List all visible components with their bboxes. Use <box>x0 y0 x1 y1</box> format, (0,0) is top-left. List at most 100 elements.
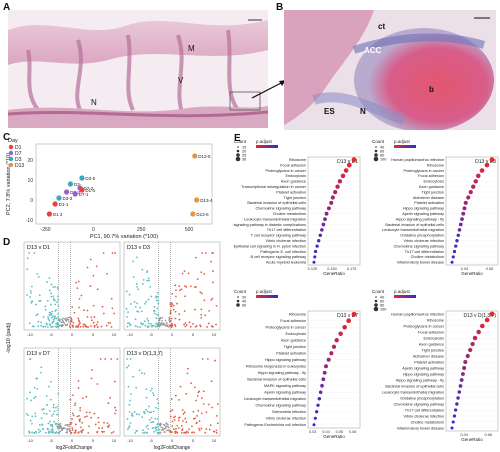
volcano-point <box>93 326 96 328</box>
volcano-point <box>141 416 144 419</box>
volcano-x-tick: 10 <box>112 438 117 443</box>
volcano-point <box>143 320 146 323</box>
volcano-point <box>48 289 51 292</box>
volcano-point <box>111 307 114 310</box>
enrichment-plots: D13 v D1Count15202530p.adjustRibosomeFoc… <box>232 139 499 442</box>
volcano-point <box>84 325 87 328</box>
volcano-point <box>157 295 159 298</box>
volcano-point <box>79 409 82 412</box>
volcano-point <box>50 295 53 298</box>
enrichment-size-label: 20 <box>242 296 246 300</box>
volcano-point <box>30 285 33 288</box>
pca-x-tick: 250 <box>137 227 146 233</box>
volcano-point <box>106 272 108 275</box>
volcano-point <box>169 312 172 315</box>
volcano-point <box>128 425 131 427</box>
volcano-point <box>136 430 138 432</box>
volcano-point <box>44 325 47 328</box>
volcano-point <box>200 412 203 415</box>
volcano-point <box>145 300 148 303</box>
enrichment-legend-count-title: Count <box>234 289 247 294</box>
pca-point <box>194 197 200 203</box>
volcano-point <box>152 427 155 429</box>
volcano-point <box>130 303 132 305</box>
enrichment-dot <box>343 168 349 173</box>
volcano-point <box>30 422 33 425</box>
volcano-point <box>116 358 119 360</box>
volcano-point <box>102 312 105 315</box>
enrichment-x-label: GeneRatio <box>323 434 345 439</box>
volcano-point <box>73 311 76 314</box>
enrichment-dot <box>457 390 462 394</box>
volcano-point-ns <box>65 431 67 434</box>
enrichment-dot <box>333 189 338 195</box>
volcano-point-ns <box>165 321 168 324</box>
volcano-point <box>97 421 100 424</box>
volcano-point <box>36 377 39 380</box>
volcano-point <box>89 285 92 287</box>
volcano-point <box>85 395 88 398</box>
volcano-point <box>174 430 177 433</box>
volcano-point <box>34 415 37 418</box>
volcano-x-tick: -5 <box>149 438 153 443</box>
volcano-point <box>125 308 128 310</box>
enrichment-term-label: Oxidative phosphorylation <box>400 396 444 400</box>
volcano-point <box>51 322 54 324</box>
volcano-title: D13 v D1 <box>27 245 50 251</box>
volcano-point <box>77 380 80 382</box>
volcano-point <box>104 358 107 360</box>
enrichment-dot <box>351 157 357 163</box>
volcano-point <box>215 304 218 307</box>
enrichment-size-dot <box>375 296 377 298</box>
volcano-point <box>185 324 188 326</box>
enrichment-plot-area <box>445 156 499 266</box>
volcano-point <box>35 430 37 433</box>
volcano-point <box>184 295 186 298</box>
enrichment-dot <box>317 397 322 401</box>
volcano-point <box>101 431 104 433</box>
volcano-point <box>126 358 129 360</box>
volcano-point <box>154 417 157 420</box>
enrichment-x-label: GeneRatio <box>461 271 483 276</box>
enrichment-term-label: Bacterial invasion of epithelial cells <box>247 378 306 382</box>
volcano-point-ns <box>62 321 65 323</box>
label-n-b: N <box>360 107 366 116</box>
volcano-point <box>198 429 201 432</box>
volcano-point <box>127 311 129 314</box>
volcano-x-tick: -5 <box>49 438 53 443</box>
volcano-point-ns <box>61 428 64 431</box>
volcano-point <box>142 283 144 285</box>
volcano-point <box>171 409 174 411</box>
volcano-point <box>212 270 214 272</box>
volcano-point <box>33 252 36 254</box>
enrichment-dot <box>460 217 464 221</box>
volcano-x-tick: 5 <box>192 332 195 337</box>
panel-label-c: C <box>3 132 11 143</box>
volcano-point <box>135 386 138 389</box>
enrichment-dot <box>456 396 460 400</box>
volcano-point <box>107 322 110 324</box>
volcano-point <box>134 305 137 308</box>
volcano-point <box>179 385 182 388</box>
volcano-point <box>41 408 44 411</box>
enrichment-term-label: Focal adhesion <box>280 319 306 323</box>
volcano-point-ns <box>161 427 164 429</box>
enrichment-term-label: Leukocyte transendothelial migration <box>244 217 306 221</box>
volcano-point <box>184 322 187 325</box>
volcano-point-ns <box>59 430 62 433</box>
volcano-point <box>76 287 79 290</box>
volcano-point <box>183 411 186 414</box>
volcano-point <box>57 326 60 328</box>
enrichment-dot <box>458 222 463 227</box>
volcano-point <box>183 431 186 434</box>
enrichment-x-tick: 0.06 <box>349 430 356 434</box>
volcano-point <box>153 394 155 397</box>
volcano-point-ns <box>65 428 68 430</box>
pca-point-label: D13-4 <box>200 198 213 203</box>
enrichment-size-label: 80 <box>380 154 384 158</box>
enrichment-term-label: Transcriptional misregulation in cancer <box>241 185 307 189</box>
volcano-point-ns <box>58 427 60 430</box>
volcano-point <box>26 294 29 296</box>
volcano-point <box>185 421 188 424</box>
